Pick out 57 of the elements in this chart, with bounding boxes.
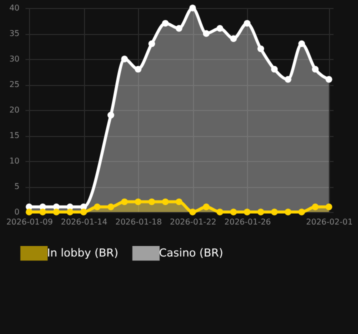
point [108,112,114,118]
point [216,25,224,32]
point [148,198,156,206]
point [176,198,182,206]
point [26,208,32,216]
point [80,208,87,216]
legend-label: In lobby (BR) [47,246,118,260]
point [312,66,319,73]
x-tick-label: 2026-01-09 [6,218,53,226]
point [189,208,196,216]
point [271,208,278,216]
y-tick-label: 35 [9,29,20,38]
y-tick-label: 0 [14,208,20,216]
y-tick-label: 5 [14,182,20,191]
point [230,35,237,42]
point [39,208,46,216]
point [298,208,306,216]
point [257,208,264,216]
point [189,4,196,12]
point [284,76,292,83]
point [162,198,169,206]
point [298,40,306,48]
point [94,204,101,210]
x-tick-label: 2026-01-26 [224,218,271,226]
x-tick-label: 2026-01-18 [115,218,162,226]
y-tick-label: 20 [9,106,20,114]
point [312,204,319,210]
point [52,208,60,216]
point [202,30,210,37]
x-tick-label: 2026-01-22 [170,218,216,226]
point [66,208,74,216]
y-tick-label: 30 [9,54,20,64]
point [326,76,332,83]
x-tick-label: 2026-02-01 [306,218,353,226]
point [108,204,114,210]
y-tick-label: 40 [9,4,20,12]
y-tick-label: 25 [9,80,20,89]
point [257,45,264,52]
point [176,25,182,32]
y-tick-label: 15 [9,131,20,140]
point [134,66,142,73]
point [216,208,224,216]
point [121,56,128,62]
point [271,66,278,73]
point [162,20,169,27]
point [326,204,332,210]
x-tick-label: 2026-01-14 [60,218,108,226]
point [121,198,128,206]
point [202,204,210,210]
point [284,208,292,216]
point [244,20,250,27]
legend-label: Casino (BR) [159,246,224,260]
point [134,198,142,206]
point [244,208,250,216]
point [148,40,156,48]
y-tick-label: 10 [9,156,20,166]
point [230,208,237,216]
